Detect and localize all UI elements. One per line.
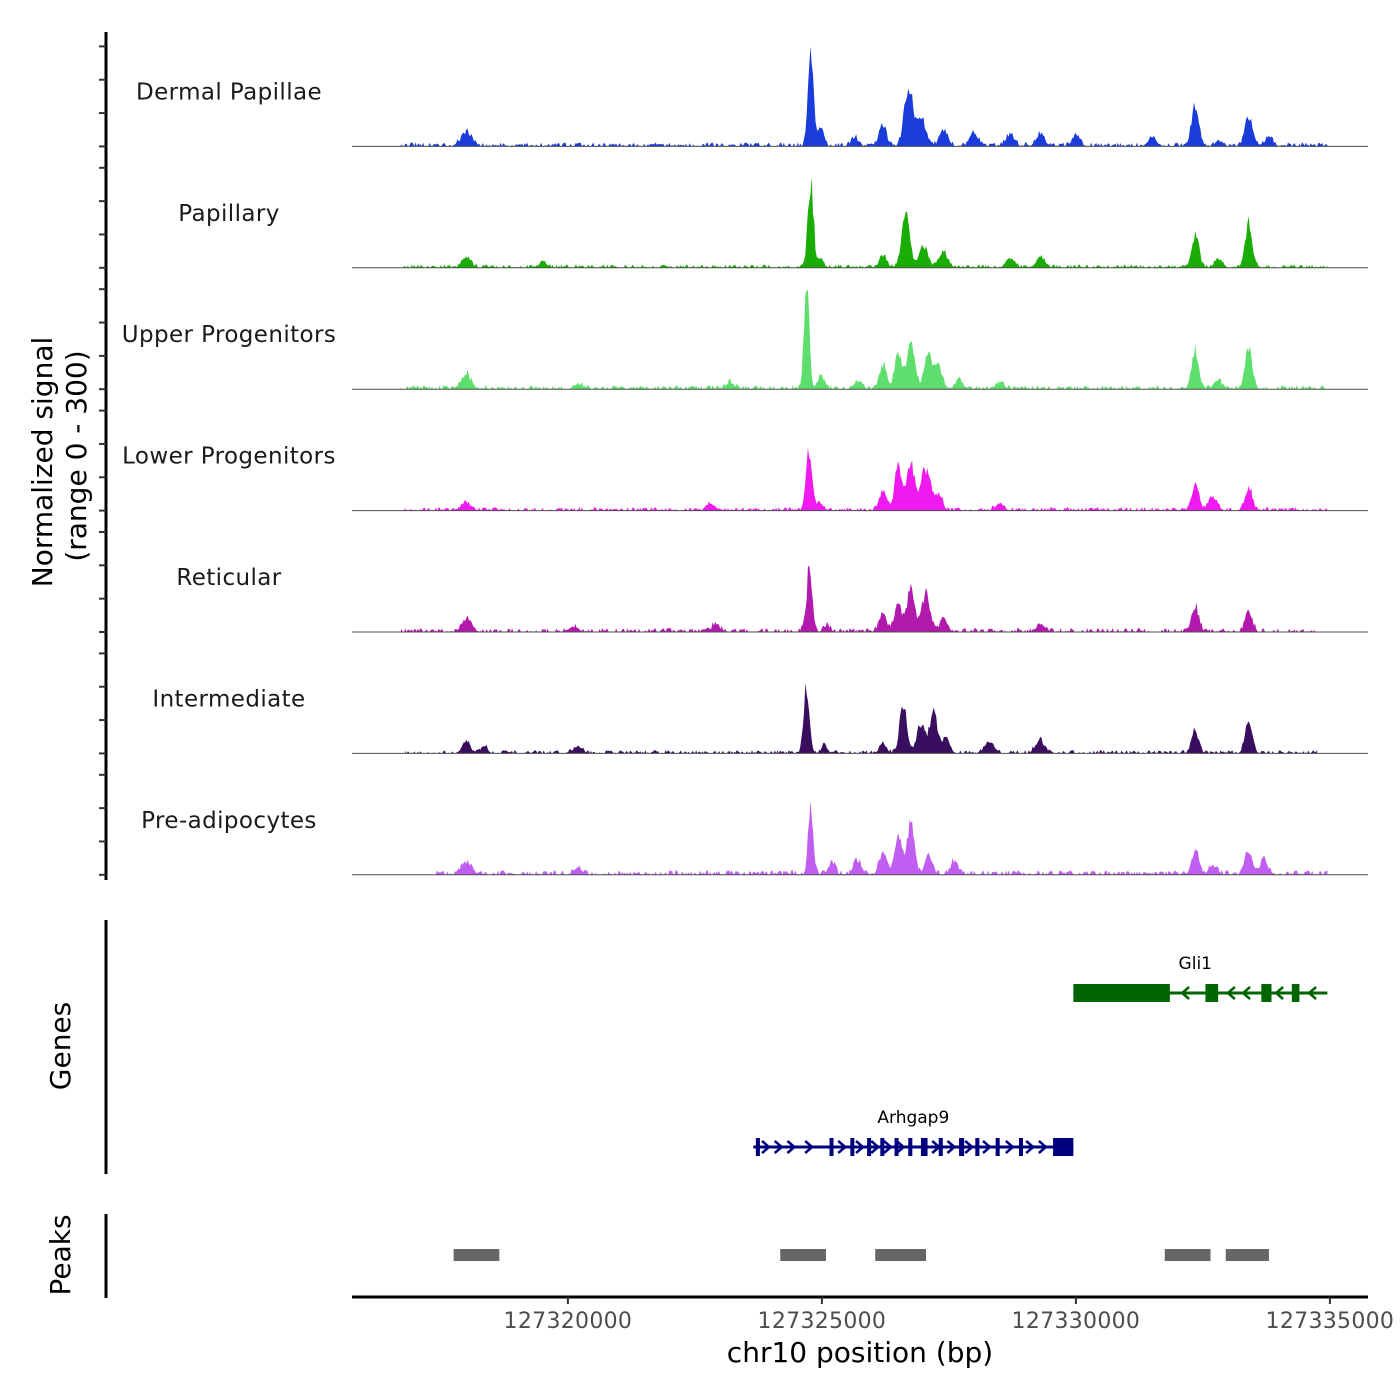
strand-arrow-gli1 — [1274, 986, 1284, 1000]
gene-exon-gli1 — [1073, 984, 1170, 1002]
strand-arrow-arhgap9 — [931, 1140, 942, 1154]
strand-arrow-arhgap9 — [870, 1140, 881, 1154]
gene-label-gli1: Gli1 — [1179, 954, 1212, 974]
strand-arrow-arhgap9 — [773, 1140, 784, 1154]
x-axis-title: chr10 position (bp) — [727, 1336, 993, 1369]
signal-y-axis — [99, 32, 108, 880]
strand-arrow-gli1 — [1241, 986, 1251, 1000]
gene-exon-arhgap9 — [867, 1138, 872, 1156]
peak-region — [1164, 1249, 1211, 1261]
coverage-area-lower-progenitors — [400, 447, 1328, 511]
peak-region — [1225, 1249, 1269, 1261]
gene-exon-arhgap9 — [894, 1138, 899, 1156]
gene-exon-arhgap9 — [880, 1138, 885, 1156]
gene-exon-gli1 — [1291, 984, 1300, 1002]
gene-exon-arhgap9 — [850, 1138, 855, 1156]
coverage-tracks: Dermal Papillae Papillary Upper Progenitor… — [122, 46, 1368, 876]
track-label-intermediate: Intermediate — [152, 686, 305, 712]
x-tick-label: 127330000 — [1012, 1309, 1141, 1334]
strand-arrow-arhgap9 — [946, 1140, 957, 1154]
strand-arrow-gli1 — [1307, 986, 1317, 1000]
peak-regions — [453, 1249, 1269, 1261]
gene-exon-arhgap9 — [1019, 1138, 1024, 1156]
coverage-area-intermediate — [405, 682, 1318, 754]
strand-arrow-arhgap9 — [1025, 1140, 1036, 1154]
gene-exon-arhgap9 — [1053, 1138, 1074, 1156]
gene-exon-arhgap9 — [959, 1138, 965, 1156]
strand-arrow-gli1 — [1225, 986, 1236, 1000]
strand-arrow-arhgap9 — [883, 1140, 893, 1154]
strand-arrow-arhgap9 — [761, 1140, 771, 1154]
gene-label-arhgap9: Arhgap9 — [877, 1108, 949, 1128]
peak-region — [780, 1249, 826, 1261]
strand-arrow-arhgap9 — [895, 1140, 906, 1154]
coverage-area-papillary — [400, 177, 1328, 268]
strand-arrow-arhgap9 — [982, 1140, 992, 1154]
strand-arrow-arhgap9 — [1038, 1140, 1048, 1154]
strand-arrow-arhgap9 — [855, 1140, 865, 1154]
track-label-pre-adipocytes: Pre-adipocytes — [141, 808, 317, 834]
genes-track-label: Genes — [44, 1002, 77, 1090]
gene-annotations: Gli1 Arhgap9 — [753, 954, 1328, 1156]
gene-exon-gli1 — [1205, 984, 1219, 1002]
peaks-track-label: Peaks — [44, 1214, 77, 1295]
x-tick-label: 127320000 — [504, 1309, 633, 1334]
strand-arrow-gli1 — [1180, 986, 1190, 1000]
y-axis-title: Normalized signal — [26, 337, 59, 588]
strand-arrow-arhgap9 — [1005, 1140, 1015, 1154]
gene-exon-arhgap9 — [829, 1138, 834, 1156]
track-label-upper-progenitors: Upper Progenitors — [122, 322, 337, 348]
x-tick-label: 127335000 — [1266, 1309, 1395, 1334]
strand-arrow-arhgap9 — [804, 1140, 815, 1154]
coverage-area-dermal-papillae — [400, 46, 1328, 147]
peak-region — [875, 1249, 927, 1261]
y-axis-title-range: (range 0 - 300) — [60, 350, 93, 561]
coverage-area-upper-progenitors — [400, 289, 1328, 390]
coverage-area-reticular — [400, 565, 1315, 632]
gene-exon-arhgap9 — [975, 1138, 980, 1156]
gene-exon-arhgap9 — [995, 1138, 1000, 1156]
x-axis: 127320000 127325000 127330000 127335000 — [352, 1295, 1395, 1334]
track-label-lower-progenitors: Lower Progenitors — [122, 444, 336, 470]
track-label-reticular: Reticular — [176, 565, 281, 591]
gene-exon-arhgap9 — [908, 1138, 913, 1156]
strand-arrow-arhgap9 — [786, 1140, 797, 1154]
strand-arrow-arhgap9 — [837, 1140, 848, 1154]
gene-exon-arhgap9 — [755, 1138, 760, 1156]
gene-exon-arhgap9 — [920, 1138, 928, 1156]
strand-arrow-arhgap9 — [964, 1140, 975, 1154]
track-label-dermal-papillae: Dermal Papillae — [136, 79, 322, 105]
x-tick-label: 127325000 — [758, 1309, 887, 1334]
track-label-papillary: Papillary — [178, 201, 279, 227]
gene-exon-gli1 — [1261, 984, 1272, 1002]
coverage-area-pre-adipocytes — [435, 800, 1328, 875]
peak-region — [453, 1249, 500, 1261]
